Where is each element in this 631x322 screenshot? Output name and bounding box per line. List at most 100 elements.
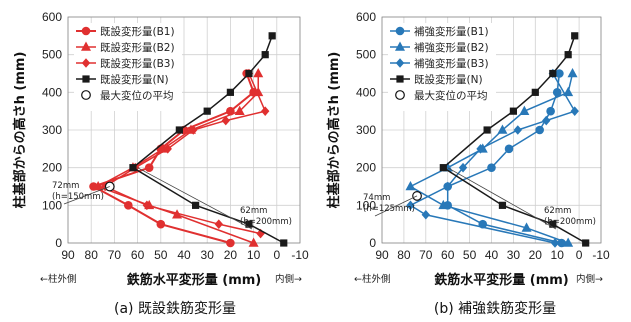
data-point: [438, 199, 449, 210]
legend-label: 既設変形量(B2): [100, 41, 175, 54]
x-tick-label: 70: [108, 248, 122, 262]
y-tick-label: 200: [356, 161, 376, 175]
legend-swatch-marker: [82, 75, 90, 83]
data-point: [521, 222, 532, 232]
data-point: [571, 32, 579, 40]
data-point: [563, 237, 574, 247]
data-point: [552, 88, 562, 97]
data-point: [550, 238, 560, 248]
legend-label: 既設変形量(B1): [100, 25, 175, 38]
data-point: [248, 237, 259, 247]
x-tick-label: 10: [551, 248, 565, 262]
x-tick-label: 50: [154, 248, 168, 262]
legend-mean-marker: [81, 90, 91, 100]
data-point: [221, 115, 230, 126]
legend-swatch-marker: [81, 58, 91, 68]
legend: 既設変形量(B1) 既設変形量(B2) 既設変形量(B3) 既設変形量(N) 最大変位の…: [74, 23, 182, 111]
y-tick-label: 300: [356, 123, 376, 137]
y-axis-title: 柱基部からの高さh (mm): [12, 52, 28, 209]
x-tick-label: 20: [224, 248, 238, 262]
x-tick-label: 60: [131, 248, 145, 262]
data-point: [443, 181, 452, 192]
data-point: [582, 239, 590, 247]
legend-mean-marker: [395, 90, 405, 100]
y-tick-label: 500: [42, 48, 62, 62]
x-tick-label: 80: [85, 248, 99, 262]
data-point: [203, 107, 211, 115]
legend-swatch-marker: [395, 41, 405, 51]
data-point: [531, 88, 539, 96]
legend-label: 最大変位の平均: [100, 89, 174, 102]
data-point: [124, 201, 133, 210]
x-tick-label: 30: [201, 248, 215, 262]
x-tick-label: 40: [177, 248, 191, 262]
data-point: [406, 200, 415, 211]
data-point: [93, 181, 104, 191]
data-point: [549, 69, 557, 78]
y-tick-label: 400: [356, 85, 376, 99]
legend: 補強変形量(B1) 補強変形量(B2) 補強変形量(B3) 既設変形量(N) 最大変位の…: [388, 23, 496, 111]
data-point: [564, 51, 572, 59]
plot-frame: [67, 16, 301, 244]
legend-label: 既設変形量(B3): [100, 57, 175, 70]
mean-marker: [412, 191, 422, 201]
data-point: [245, 220, 253, 228]
data-point: [535, 125, 544, 135]
data-point: [567, 68, 578, 78]
legend-swatch-marker: [395, 26, 405, 36]
annotation-leader: [447, 167, 557, 230]
data-point: [487, 163, 496, 172]
x-axis-title: 鉄筋水平変形量 (mm): [434, 272, 569, 288]
legend-swatch-marker: [81, 41, 91, 51]
data-point: [509, 107, 517, 115]
data-point: [458, 162, 468, 173]
annotation-text: (h=150mm): [52, 192, 104, 202]
series-line: [442, 35, 587, 244]
data-point: [549, 220, 557, 228]
y-tick-label: 600: [356, 10, 376, 24]
legend-swatch-marker: [81, 26, 91, 36]
y-tick-label: 500: [356, 48, 376, 62]
data-point: [513, 125, 522, 135]
annotation-leader: [137, 167, 253, 230]
y-tick-label: 100: [42, 198, 62, 212]
figure-caption: (b) 補強鉄筋変形量: [434, 300, 556, 317]
inner-side-label: 内側→: [576, 273, 603, 285]
data-point: [226, 88, 234, 96]
data-point: [497, 124, 508, 134]
series-4: [439, 32, 590, 247]
legend-label: 補強変形量(B3): [414, 57, 489, 70]
figure-caption: (a) 既設鉄筋変形量: [114, 300, 236, 317]
data-point: [245, 69, 253, 78]
data-point: [175, 126, 183, 134]
legend-label: 既設変形量(N): [100, 73, 169, 86]
y-tick-label: 0: [55, 236, 62, 250]
x-tick-label: 0: [273, 248, 280, 262]
data-point: [189, 125, 198, 135]
data-point: [498, 201, 507, 209]
data-point: [280, 239, 288, 247]
y-tick-label: 100: [356, 198, 376, 212]
y-axis-title: 柱基部からの高さh (mm): [326, 52, 342, 209]
y-tick-label: 200: [42, 161, 62, 175]
data-point: [504, 144, 514, 154]
data-point: [483, 126, 491, 134]
x-axis-title: 鉄筋水平変形量 (mm): [127, 272, 262, 288]
series-2: [405, 68, 578, 247]
annotation-leader: [374, 195, 418, 217]
y-tick-label: 300: [42, 123, 62, 137]
x-tick-label: 10: [247, 248, 261, 262]
outer-side-label: ←柱外側: [354, 273, 390, 285]
data-point: [234, 105, 245, 115]
data-point: [156, 219, 166, 229]
annotation-text: 74mm: [363, 193, 390, 203]
annotation-text: 62mm: [544, 206, 571, 216]
series-line: [446, 73, 562, 244]
data-point: [129, 164, 137, 172]
y-tick-label: 400: [42, 85, 62, 99]
legend-label: 既設変形量(N): [414, 73, 483, 86]
x-tick-label: -10: [592, 248, 610, 262]
